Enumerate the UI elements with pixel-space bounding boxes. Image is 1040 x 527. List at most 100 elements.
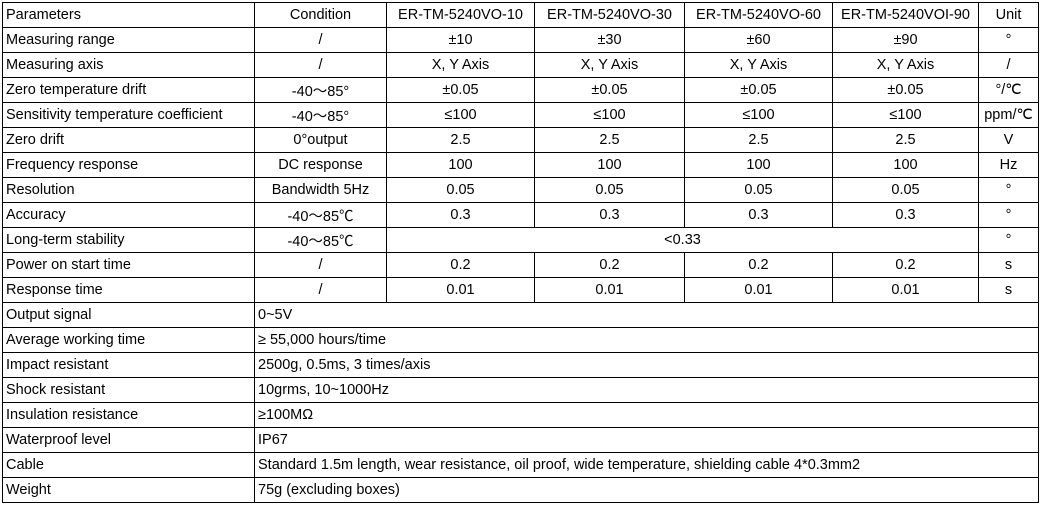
- value-cell: ±0.05: [684, 77, 833, 103]
- value-cell: Standard 1.5m length, wear resistance, o…: [254, 452, 1039, 478]
- value-cell: /: [254, 252, 387, 278]
- value-cell: 0.05: [534, 177, 685, 203]
- value-cell: ≤100: [684, 102, 833, 128]
- table-row: Resolution Bandwidth 5Hz 0.05 0.05 0.05 0.05 °: [2, 177, 1039, 203]
- value-cell: 2.5: [832, 127, 979, 153]
- value-cell: ±0.05: [386, 77, 535, 103]
- value-cell: 0.2: [534, 252, 685, 278]
- value-cell: 0.3: [534, 202, 685, 228]
- value-cell: 0.2: [832, 252, 979, 278]
- table-row: Measuring axis / X, Y Axis X, Y Axis X, Y Ax…: [2, 52, 1039, 78]
- value-cell: X, Y Axis: [386, 52, 535, 78]
- value-cell: 10grms, 10~1000Hz: [254, 377, 1039, 403]
- parameter-cell: Waterproof level: [2, 427, 255, 453]
- value-cell: DC response: [254, 152, 387, 178]
- table-row: Zero temperature drift -40～85° ±0.05 ±0.05 ±…: [2, 77, 1039, 103]
- value-cell: °: [978, 202, 1039, 228]
- value-cell: Bandwidth 5Hz: [254, 177, 387, 203]
- value-cell: ±90: [832, 27, 979, 53]
- parameter-cell: Insulation resistance: [2, 402, 255, 428]
- parameter-cell: Output signal: [2, 302, 255, 328]
- value-cell: 2.5: [386, 127, 535, 153]
- value-cell: ±0.05: [832, 77, 979, 103]
- value-cell: /: [978, 52, 1039, 78]
- value-cell: ≤100: [832, 102, 979, 128]
- parameter-cell: Impact resistant: [2, 352, 255, 378]
- table-row: Average working time ≥ 55,000 hours/time: [2, 327, 1039, 353]
- parameter-cell: Measuring range: [2, 27, 255, 53]
- value-cell: 0.3: [386, 202, 535, 228]
- value-cell: °: [978, 227, 1039, 253]
- parameter-cell: Measuring axis: [2, 52, 255, 78]
- parameter-cell: Power on start time: [2, 252, 255, 278]
- spec-table: Parameters Condition ER-TM-5240VO-10 ER-TM-…: [2, 2, 1039, 503]
- parameter-cell: Shock resistant: [2, 377, 255, 403]
- table-body: Parameters Condition ER-TM-5240VO-10 ER-TM-…: [2, 2, 1039, 503]
- value-cell: ER-TM-5240VO-30: [534, 2, 685, 28]
- table-row: Output signal 0~5V: [2, 302, 1039, 328]
- value-cell: 2.5: [684, 127, 833, 153]
- value-cell: -40～85℃: [254, 202, 387, 228]
- parameter-cell: Long-term stability: [2, 227, 255, 253]
- value-cell: 0.2: [684, 252, 833, 278]
- value-cell: 0°output: [254, 127, 387, 153]
- value-cell: ppm/℃: [978, 102, 1039, 128]
- table-row: Weight 75g (excluding boxes): [2, 477, 1039, 503]
- value-cell: 100: [832, 152, 979, 178]
- value-cell: °: [978, 177, 1039, 203]
- value-cell: X, Y Axis: [832, 52, 979, 78]
- table-row: Impact resistant 2500g, 0.5ms, 3 times/ax…: [2, 352, 1039, 378]
- table-row: Shock resistant 10grms, 10~1000Hz: [2, 377, 1039, 403]
- value-cell: ER-TM-5240VO-60: [684, 2, 833, 28]
- value-cell: Condition: [254, 2, 387, 28]
- value-cell: X, Y Axis: [684, 52, 833, 78]
- value-cell: <0.33: [386, 227, 979, 253]
- value-cell: 0.01: [684, 277, 833, 303]
- table-row: Frequency response DC response 100 100 100 10…: [2, 152, 1039, 178]
- parameter-cell: Response time: [2, 277, 255, 303]
- value-cell: 0.05: [832, 177, 979, 203]
- value-cell: 75g (excluding boxes): [254, 477, 1039, 503]
- value-cell: -40～85°: [254, 77, 387, 103]
- value-cell: /: [254, 27, 387, 53]
- value-cell: ≥100MΩ: [254, 402, 1039, 428]
- value-cell: ±0.05: [534, 77, 685, 103]
- parameter-cell: Accuracy: [2, 202, 255, 228]
- value-cell: 0.05: [684, 177, 833, 203]
- value-cell: 0.01: [832, 277, 979, 303]
- value-cell: V: [978, 127, 1039, 153]
- parameter-cell: Resolution: [2, 177, 255, 203]
- table-row: Sensitivity temperature coefficient -40～8…: [2, 102, 1039, 128]
- value-cell: IP67: [254, 427, 1039, 453]
- value-cell: /: [254, 277, 387, 303]
- parameter-cell: Average working time: [2, 327, 255, 353]
- value-cell: 0.01: [386, 277, 535, 303]
- value-cell: 0.01: [534, 277, 685, 303]
- value-cell: Unit: [978, 2, 1039, 28]
- value-cell: 100: [386, 152, 535, 178]
- parameter-cell: Frequency response: [2, 152, 255, 178]
- value-cell: ±10: [386, 27, 535, 53]
- value-cell: 2500g, 0.5ms, 3 times/axis: [254, 352, 1039, 378]
- table-row: Zero drift 0°output 2.5 2.5 2.5 2.5 V: [2, 127, 1039, 153]
- value-cell: -40～85°: [254, 102, 387, 128]
- parameter-cell: Parameters: [2, 2, 255, 28]
- value-cell: 0~5V: [254, 302, 1039, 328]
- table-row: Waterproof level IP67: [2, 427, 1039, 453]
- value-cell: X, Y Axis: [534, 52, 685, 78]
- value-cell: 0.3: [684, 202, 833, 228]
- parameter-cell: Zero drift: [2, 127, 255, 153]
- parameter-cell: Cable: [2, 452, 255, 478]
- value-cell: ±30: [534, 27, 685, 53]
- value-cell: Hz: [978, 152, 1039, 178]
- value-cell: 0.3: [832, 202, 979, 228]
- table-row: Response time/0.01 0.01 0.01 0.01 s: [2, 277, 1039, 303]
- parameter-cell: Weight: [2, 477, 255, 503]
- value-cell: 0.2: [386, 252, 535, 278]
- table-row: Long-term stability -40～85℃ <0.33 °: [2, 227, 1039, 253]
- value-cell: °/℃: [978, 77, 1039, 103]
- table-row: Accuracy -40～85℃ 0.3 0.3 0.3 0.3 °: [2, 202, 1039, 228]
- value-cell: s: [978, 252, 1039, 278]
- value-cell: s: [978, 277, 1039, 303]
